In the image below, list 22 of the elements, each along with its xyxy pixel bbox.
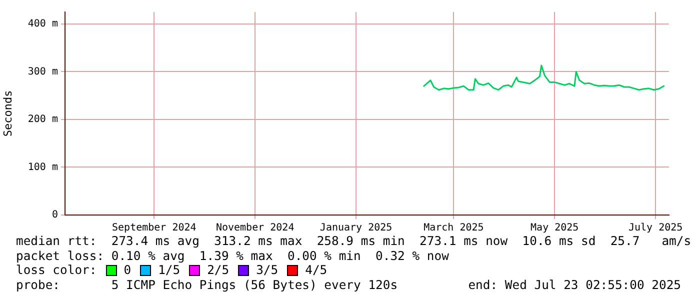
text: packet loss: 0.10 % avg 1.39 % max 0.00 % min 0.32 % now bbox=[16, 248, 450, 263]
y-tick-label: 200 m bbox=[28, 114, 58, 126]
x-tick-label: November 2024 bbox=[216, 222, 294, 234]
text: 0 bbox=[124, 263, 132, 278]
text: 3/5 bbox=[256, 263, 278, 278]
y-tick-label: 0 bbox=[52, 210, 58, 221]
text: loss color: bbox=[16, 263, 97, 278]
y-tick-label: 400 m bbox=[28, 18, 58, 30]
text: probe: 5 ICMP Echo Pings (56 Bytes) every 120s bbox=[16, 278, 399, 292]
x-tick-label: January 2025 bbox=[320, 222, 392, 234]
text: end: Wed Jul 23 02:55:00 2025 bbox=[468, 278, 681, 292]
text: 4/5 bbox=[305, 263, 328, 278]
text: 1/5 bbox=[158, 263, 180, 278]
x-tick-label: May 2025 bbox=[530, 222, 579, 234]
y-axis-title: Seconds bbox=[1, 90, 14, 137]
x-tick-label: March 2025 bbox=[424, 222, 484, 234]
text: median rtt: 273.4 ms avg 313.2 ms max 258.9 ms min 273.1 ms now 10.6 ms sd 25.7 am/s bbox=[16, 234, 692, 248]
x-tick-label: July 2025 bbox=[628, 222, 683, 234]
text: 2/5 bbox=[207, 263, 230, 278]
x-tick-label: September 2024 bbox=[112, 222, 196, 234]
y-tick-label: 300 m bbox=[28, 66, 58, 78]
y-tick-label: 100 m bbox=[28, 162, 58, 173]
